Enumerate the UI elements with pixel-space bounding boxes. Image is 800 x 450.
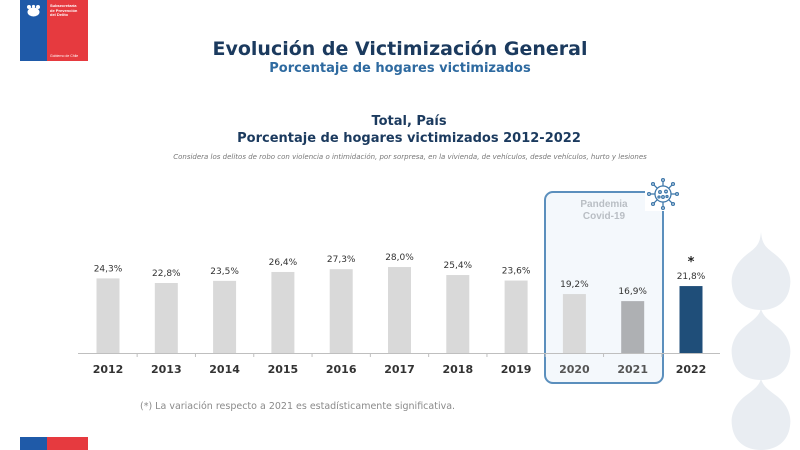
data-label-2018: 25,4%: [444, 261, 473, 271]
bar-2021: [621, 301, 645, 353]
footnote: (*) La variación respecto a 2021 es esta…: [140, 401, 456, 412]
x-tick-label-2021: 2021: [617, 363, 648, 376]
chart-title: Total, País: [371, 114, 447, 129]
logo-subsecretaria: Subsecretaría de Prevención del Delito G…: [20, 0, 88, 61]
page-subtitle: Porcentaje de hogares victimizados: [269, 61, 531, 76]
footer-flag-red: [47, 437, 88, 450]
x-tick-label-2015: 2015: [268, 363, 299, 376]
x-tick-label-2019: 2019: [501, 363, 532, 376]
x-tick-label-2013: 2013: [151, 363, 182, 376]
data-label-2015: 26,4%: [269, 258, 298, 268]
x-tick-label-2014: 2014: [209, 363, 240, 376]
data-label-2021: 16,9%: [618, 287, 647, 297]
page-title: Evolución de Victimización General: [212, 38, 588, 60]
logo-line-1: Subsecretaría: [50, 3, 77, 8]
bar-2012: [96, 278, 120, 353]
x-tick-label-2012: 2012: [93, 363, 124, 376]
chart-note: Considera los delitos de robo con violen…: [173, 153, 647, 161]
x-tick-label-2022: 2022: [676, 363, 707, 376]
bar-2018: [446, 275, 470, 353]
logo-red-panel: Subsecretaría de Prevención del Delito G…: [47, 0, 88, 61]
logo-blue-panel: [20, 0, 47, 61]
data-label-2020: 19,2%: [560, 280, 589, 290]
footer-flag-stripe: [20, 437, 88, 450]
bar-2015: [271, 271, 295, 353]
bar-2016: [329, 269, 353, 353]
bar-2013: [154, 283, 178, 353]
bar-2022: [679, 286, 703, 353]
data-label-2016: 27,3%: [327, 255, 356, 265]
bar-2014: [213, 280, 237, 353]
footer-flag-blue: [20, 437, 47, 450]
data-label-2014: 23,5%: [210, 267, 239, 277]
bar-2019: [504, 280, 528, 353]
pandemic-label-line-1: Pandemia: [580, 199, 628, 210]
logo-line-2: de Prevención: [50, 7, 78, 13]
x-tick-label-2017: 2017: [384, 363, 415, 376]
significance-marker: *: [688, 255, 695, 270]
chart-subtitle: Porcentaje de hogares victimizados 2012-…: [237, 131, 581, 146]
pandemic-label: Pandemia Covid-19: [544, 199, 664, 223]
decorative-drops-icon: [731, 232, 791, 450]
x-tick-label-2018: 2018: [442, 363, 473, 376]
virus-icon: [645, 177, 681, 211]
data-label-2019: 23,6%: [502, 267, 531, 277]
bar-2017: [388, 267, 411, 353]
data-label-2012: 24,3%: [94, 264, 123, 274]
pandemic-label-line-2: Covid-19: [582, 211, 626, 222]
logo-text: Subsecretaría de Prevención del Delito: [50, 3, 78, 18]
coat-of-arms-icon: [27, 4, 40, 17]
logo-line-3: del Delito: [50, 12, 69, 18]
x-tick-label-2020: 2020: [559, 363, 590, 376]
x-tick-label-2016: 2016: [326, 363, 357, 376]
data-label-2022: 21,8%: [677, 272, 706, 282]
data-label-2013: 22,8%: [152, 269, 181, 279]
bar-2020: [562, 294, 586, 353]
logo-gov-text: Gobierno de Chile: [50, 54, 79, 58]
data-label-2017: 28,0%: [385, 253, 414, 263]
